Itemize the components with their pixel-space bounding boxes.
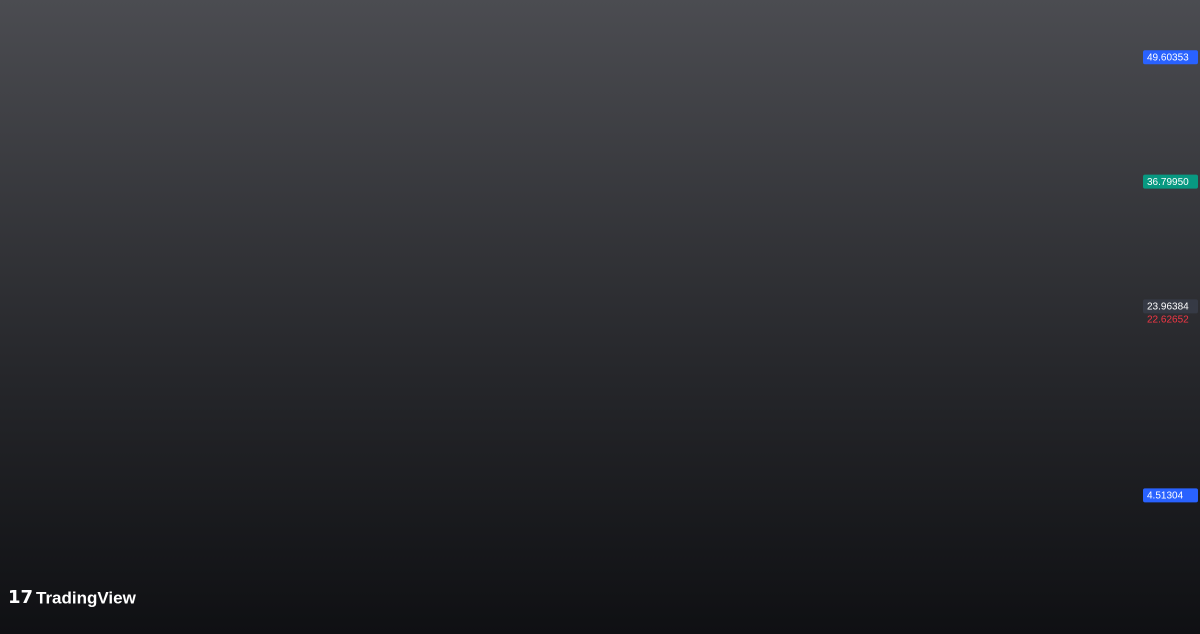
measure-end-price: 49.60353 bbox=[1147, 52, 1189, 63]
last-price: 36.79950 bbox=[1147, 177, 1189, 188]
measure-start-price: 4.51304 bbox=[1147, 491, 1184, 502]
measure-start-price-bg bbox=[1143, 488, 1198, 503]
logo-mark: 𝟭𝟳 bbox=[8, 587, 33, 607]
crosshair-price-bg bbox=[1143, 299, 1198, 314]
measure-end-price-bg bbox=[1143, 50, 1198, 65]
logo: 𝟭𝟳 TradingView bbox=[8, 587, 137, 608]
last-price-bg bbox=[1143, 174, 1198, 189]
logo-text: TradingView bbox=[36, 588, 137, 607]
close-price: 22.62652 bbox=[1147, 315, 1189, 326]
crosshair-price: 23.96384 bbox=[1147, 302, 1189, 313]
